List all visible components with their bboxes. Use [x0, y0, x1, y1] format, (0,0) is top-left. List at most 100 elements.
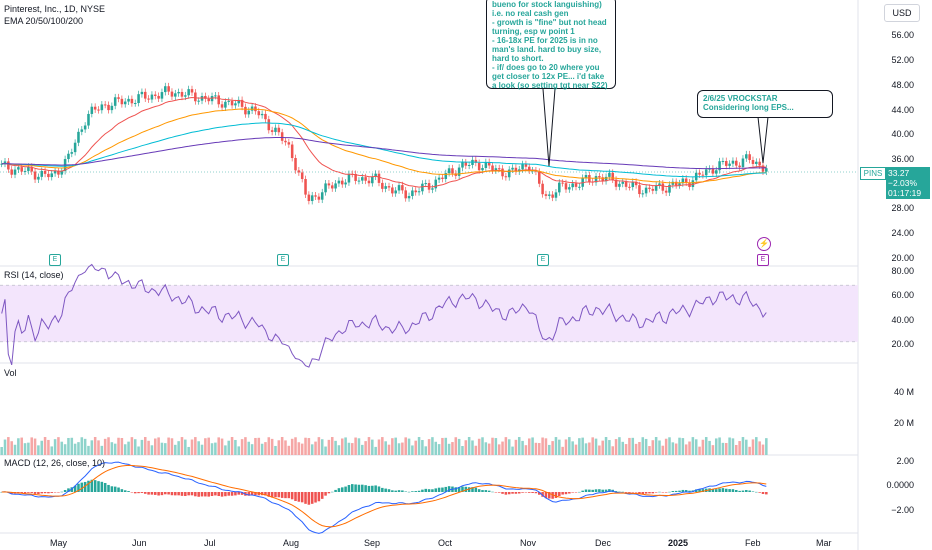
macd-histogram-bar: [154, 492, 157, 495]
volume-bar: [280, 437, 284, 455]
candle-body: [157, 95, 160, 99]
volume-bar: [110, 442, 114, 455]
volume-bar: [688, 441, 691, 455]
price-axis-label: 44.00: [891, 105, 914, 115]
volume-bar: [200, 444, 204, 455]
candle-body: [765, 168, 768, 172]
macd-histogram-bar: [417, 490, 421, 492]
volume-bar: [698, 446, 701, 455]
candle-body: [324, 183, 327, 193]
candle-body: [327, 183, 331, 186]
dividend-flash-icon[interactable]: ⚡: [757, 237, 771, 251]
macd-histogram-bar: [578, 491, 581, 493]
macd-histogram-bar: [187, 492, 190, 496]
volume-bar: [13, 444, 17, 455]
volume-bar: [728, 437, 731, 455]
candle-body: [464, 162, 468, 166]
volume-label[interactable]: Vol: [4, 368, 17, 378]
candle-body: [140, 91, 144, 95]
volume-bar: [407, 438, 411, 455]
macd-histogram-bar: [741, 490, 745, 492]
macd-histogram-bar: [731, 489, 735, 492]
macd-histogram-bar: [73, 485, 77, 492]
volume-bar: [30, 437, 33, 455]
candle-body: [628, 186, 631, 188]
volume-bar: [457, 438, 461, 455]
earnings-marker-icon[interactable]: E: [757, 254, 769, 266]
candle-body: [147, 98, 150, 100]
earnings-marker-icon[interactable]: E: [537, 254, 549, 266]
volume-bar: [618, 437, 621, 455]
volume-bar: [424, 446, 428, 455]
ema-indicator-label[interactable]: EMA 20/50/100/200: [4, 16, 84, 26]
volume-bar: [27, 442, 30, 455]
rsi-label[interactable]: RSI (14, close): [4, 270, 64, 280]
candle-body: [678, 183, 681, 186]
macd-histogram-bar: [167, 492, 170, 495]
candle-body: [297, 170, 301, 173]
currency-button[interactable]: USD: [884, 4, 920, 22]
volume-bar: [491, 437, 494, 455]
volume-bar: [137, 446, 140, 455]
volume-bar: [83, 438, 87, 455]
volume-bar: [631, 437, 635, 455]
candle-body: [167, 86, 170, 92]
macd-histogram-bar: [384, 488, 387, 492]
earnings-marker-icon[interactable]: E: [49, 254, 61, 266]
candle-body: [371, 176, 374, 184]
macd-histogram-bar: [214, 492, 217, 496]
macd-histogram-bar: [254, 492, 257, 496]
candle-body: [474, 159, 478, 163]
volume-bar: [337, 445, 341, 455]
note-short-pointer: [757, 116, 769, 164]
volume-bar: [714, 438, 718, 455]
candle-body: [287, 142, 291, 145]
volume-bar: [297, 442, 301, 455]
macd-histogram-bar: [748, 490, 751, 492]
volume-bar: [691, 437, 695, 455]
candle-body: [601, 177, 604, 182]
macd-histogram-bar: [514, 492, 518, 494]
volume-bar: [123, 444, 127, 455]
candle-body: [367, 180, 371, 184]
note-long-callout[interactable]: bueno for stock languishing) i.e. no rea…: [486, 0, 616, 90]
volume-bar: [3, 439, 7, 455]
candle-body: [23, 170, 27, 172]
candle-body: [97, 109, 100, 111]
candle-body: [541, 183, 544, 195]
candle-body: [154, 94, 157, 96]
macd-histogram-bar: [431, 489, 434, 492]
ema-20-line: [1, 96, 767, 188]
note-short-callout[interactable]: 2/6/25 VROCKSTAR Considering long EPS...: [697, 90, 833, 118]
volume-bar: [534, 442, 538, 455]
candle-body: [387, 186, 391, 188]
candle-body: [127, 98, 130, 102]
volume-bar: [421, 440, 424, 455]
volume-bar: [391, 438, 394, 455]
earnings-marker-icon[interactable]: E: [277, 254, 289, 266]
candle-body: [130, 98, 134, 104]
macd-histogram-bar: [290, 492, 294, 500]
price-change: −2.03%: [888, 178, 918, 188]
macd-histogram-bar: [671, 491, 675, 492]
macd-histogram-bar: [684, 490, 688, 492]
candle-body: [434, 179, 438, 189]
macd-histogram-bar: [477, 489, 481, 492]
candle-body: [344, 182, 347, 185]
candle-body: [330, 185, 334, 189]
macd-histogram-bar: [761, 492, 765, 494]
macd-histogram-bar: [427, 489, 431, 492]
volume-bar: [735, 444, 738, 455]
volume-bar: [548, 444, 551, 455]
macd-label[interactable]: MACD (12, 26, close, 10): [4, 458, 106, 468]
volume-bar: [651, 440, 655, 455]
volume-bar: [10, 441, 13, 455]
macd-histogram-bar: [127, 491, 130, 492]
candle-body: [527, 166, 531, 171]
candle-body: [691, 180, 695, 187]
volume-bar: [120, 438, 124, 455]
ema-50-line: [1, 108, 767, 184]
candle-body: [90, 106, 94, 114]
volume-bar: [237, 446, 241, 455]
